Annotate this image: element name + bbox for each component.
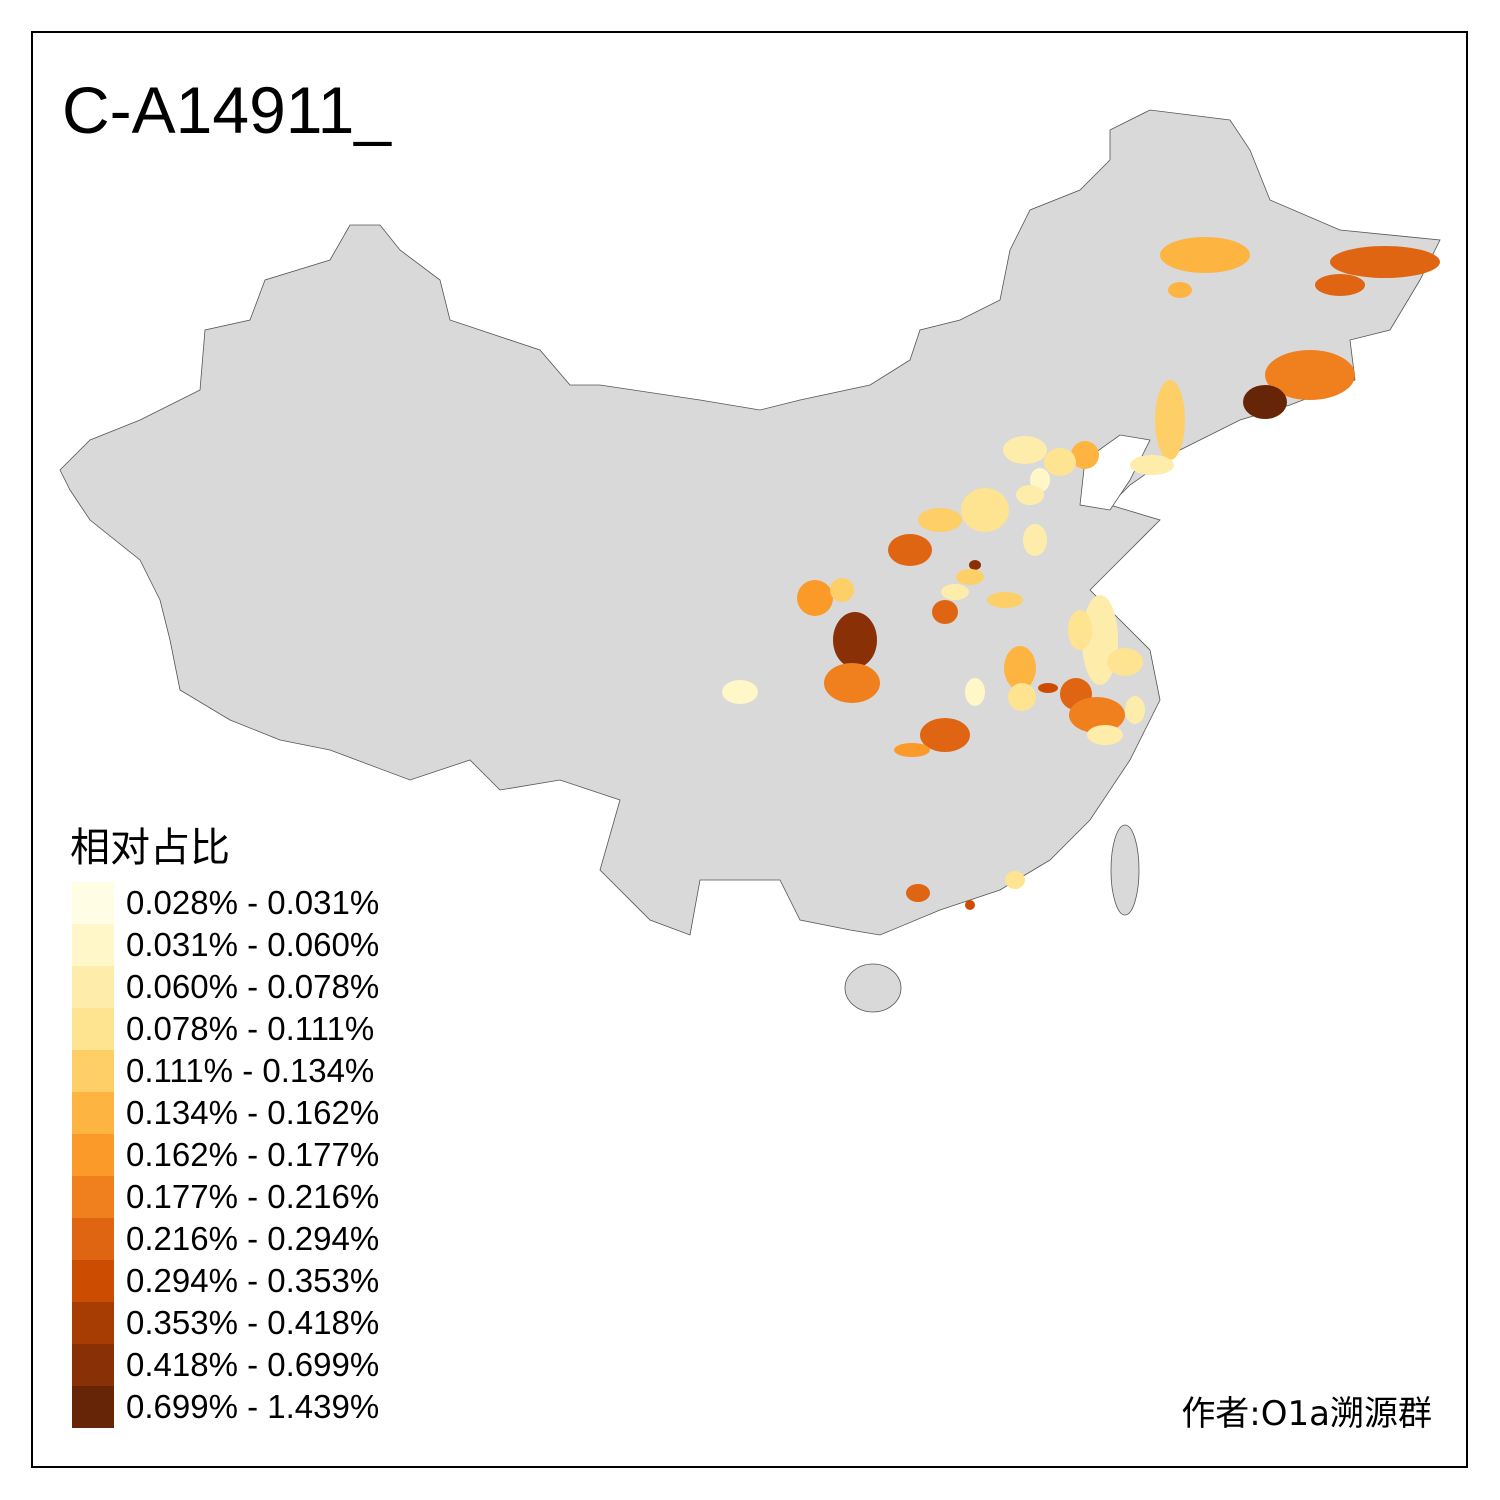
legend-item: 0.177% - 0.216% [72, 1176, 379, 1218]
legend-swatch [72, 1386, 114, 1428]
region-class-1 [722, 680, 758, 704]
region-class-9 [965, 900, 975, 910]
region-class-11 [833, 612, 877, 668]
map-title: C-A14911_ [62, 73, 392, 147]
region-class-2 [1125, 696, 1145, 724]
legend-item: 0.134% - 0.162% [72, 1092, 379, 1134]
region-class-3 [961, 488, 1009, 532]
region-class-9 [1038, 683, 1058, 693]
region-class-11 [969, 560, 981, 570]
legend-item: 0.162% - 0.177% [72, 1134, 379, 1176]
legend-item: 0.418% - 0.699% [72, 1344, 379, 1386]
region-class-3 [1107, 648, 1143, 676]
region-class-3 [1008, 683, 1036, 711]
region-class-3 [1005, 871, 1025, 889]
figure-frame [31, 31, 1468, 1468]
legend-item: 0.031% - 0.060% [72, 924, 379, 966]
legend-swatch [72, 1302, 114, 1344]
region-class-7 [824, 663, 880, 703]
region-class-8 [920, 718, 970, 752]
taiwan-island [1110, 824, 1140, 916]
legend-item: 0.078% - 0.111% [72, 1008, 379, 1050]
legend-swatch [72, 1092, 114, 1134]
legend-swatch [72, 882, 114, 924]
legend-label: 0.418% - 0.699% [126, 1346, 380, 1383]
region-class-4 [1155, 380, 1185, 460]
region-class-8 [888, 534, 932, 566]
legend-swatch [72, 1008, 114, 1050]
legend-label: 0.162% - 0.177% [126, 1136, 380, 1173]
legend-label: 0.294% - 0.353% [126, 1262, 380, 1299]
region-class-5 [1160, 237, 1250, 273]
region-class-7 [1265, 350, 1355, 400]
legend-label: 0.216% - 0.294% [126, 1220, 380, 1257]
legend-label: 0.031% - 0.060% [126, 926, 380, 963]
region-class-4 [830, 578, 854, 602]
legend-label: 0.028% - 0.031% [126, 884, 380, 921]
legend-item: 0.216% - 0.294% [72, 1218, 379, 1260]
legend-swatch [72, 1344, 114, 1386]
region-class-2 [1003, 436, 1047, 464]
region-class-8 [1330, 246, 1440, 278]
legend-swatch [72, 924, 114, 966]
region-class-2 [1130, 455, 1174, 475]
region-class-3 [1068, 610, 1092, 650]
region-class-8 [906, 884, 930, 902]
region-class-5 [1168, 282, 1192, 298]
legend-swatch [72, 1134, 114, 1176]
region-class-5 [1071, 441, 1099, 469]
author-credit: 作者:O1a溯源群 [1181, 1394, 1432, 1434]
region-class-6 [797, 580, 833, 616]
legend-label: 0.353% - 0.418% [126, 1304, 380, 1341]
legend-label: 0.699% - 1.439% [126, 1388, 380, 1425]
region-class-4 [956, 569, 984, 585]
region-class-1 [965, 678, 985, 706]
region-class-4 [918, 508, 962, 532]
region-class-8 [1315, 274, 1365, 296]
legend-label: 0.060% - 0.078% [126, 968, 380, 1005]
region-class-5 [1004, 646, 1036, 690]
legend-item: 0.028% - 0.031% [72, 882, 379, 924]
legend-item: 0.294% - 0.353% [72, 1260, 379, 1302]
legend-swatch [72, 1218, 114, 1260]
legend-label: 0.111% - 0.134% [126, 1052, 375, 1089]
china-mainland [59, 109, 1441, 936]
legend-swatch [72, 1260, 114, 1302]
region-class-6 [894, 743, 930, 757]
region-class-8 [932, 600, 958, 624]
legend-swatch [72, 1176, 114, 1218]
region-class-2 [1023, 524, 1047, 556]
legend-item: 0.060% - 0.078% [72, 966, 379, 1008]
legend-swatch [72, 966, 114, 1008]
region-class-3 [1044, 448, 1076, 476]
legend-title: 相对占比 [70, 825, 230, 871]
legend-label: 0.078% - 0.111% [126, 1010, 375, 1047]
region-class-7 [1069, 697, 1125, 733]
legend-item: 0.353% - 0.418% [72, 1302, 379, 1344]
legend-item: 0.699% - 1.439% [72, 1386, 379, 1428]
legend-swatch [72, 1050, 114, 1092]
legend-item: 0.111% - 0.134% [72, 1050, 379, 1092]
legend-label: 0.177% - 0.216% [126, 1178, 380, 1215]
hainan-island [844, 963, 902, 1013]
legend-label: 0.134% - 0.162% [126, 1094, 380, 1131]
region-class-12 [1243, 385, 1287, 419]
region-class-2 [941, 584, 969, 600]
region-class-4 [987, 592, 1023, 608]
region-class-2 [1087, 725, 1123, 745]
legend: 0.028% - 0.031% 0.031% - 0.060% 0.060% - 0… [72, 882, 379, 1428]
region-class-2 [1016, 485, 1044, 505]
